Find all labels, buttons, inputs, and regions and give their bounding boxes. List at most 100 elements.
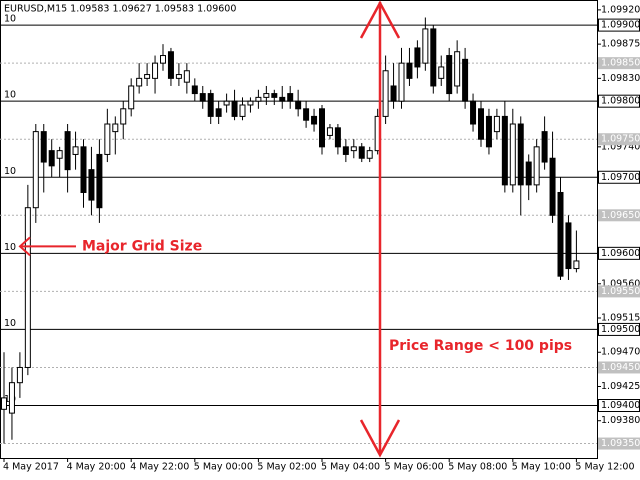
grid-size-label: 10 <box>4 90 16 101</box>
candle-body <box>16 366 23 384</box>
grid-size-label: 10 <box>4 166 16 177</box>
candle-body <box>263 93 270 98</box>
candle-body <box>493 115 500 133</box>
candle-body <box>167 51 174 79</box>
candle-body <box>414 47 421 68</box>
candle-body <box>478 108 484 140</box>
candle-body <box>160 55 166 64</box>
candle-body <box>358 146 365 159</box>
y-tick-label: 1.09470 <box>601 347 640 358</box>
candle-body <box>430 28 437 87</box>
range-arrowhead-bottom <box>359 419 401 458</box>
annotation: Price Range < 100 pips <box>389 338 572 354</box>
candle-body <box>279 96 286 102</box>
candle-body <box>207 93 214 117</box>
x-tick-label: 4 May 20:00 <box>67 462 126 473</box>
candle-body <box>96 153 103 209</box>
candle-body <box>342 146 349 155</box>
candle-body <box>485 115 492 148</box>
minor-level-box <box>598 361 640 374</box>
y-tick-label: 1.09920 <box>601 4 640 15</box>
candle-body <box>215 108 222 117</box>
candle-body <box>303 108 310 121</box>
x-tick-label: 5 May 02:00 <box>257 462 316 473</box>
x-tick-label: 5 May 12:00 <box>575 462 634 473</box>
candle-body <box>287 93 294 102</box>
y-tick-label: 1.09515 <box>601 313 640 324</box>
candle-body <box>319 108 325 148</box>
candle-body <box>32 131 39 209</box>
major-level-label: 1.09800 <box>601 96 640 107</box>
candle-body <box>191 85 198 95</box>
minor-level-box <box>598 437 640 450</box>
minor-level-box <box>598 57 640 70</box>
minor-level-label: 1.09650 <box>601 210 640 221</box>
candle-body <box>509 123 516 186</box>
candle-body <box>311 115 318 125</box>
candle-body <box>390 85 397 102</box>
annotation: Major Grid Size <box>82 238 202 254</box>
grid-size-label: 10 <box>4 242 16 253</box>
candle-body <box>239 104 246 117</box>
candle-body <box>438 66 445 79</box>
candle-body <box>470 100 477 125</box>
candle-body <box>199 93 206 102</box>
candle-body <box>255 96 262 102</box>
major-level-label: 1.09500 <box>601 324 640 335</box>
candle-body <box>144 74 151 79</box>
candle-body <box>88 169 95 201</box>
minor-level-box <box>598 209 640 222</box>
minor-level-label: 1.09350 <box>601 438 640 449</box>
minor-level-label: 1.09850 <box>601 58 640 69</box>
candle-body <box>104 123 111 155</box>
x-tick-label: 5 May 04:00 <box>321 462 380 473</box>
candle-body <box>72 146 79 155</box>
minor-level-box <box>598 285 640 298</box>
candle-body <box>406 62 413 79</box>
major-level-label: 1.09600 <box>601 248 640 259</box>
y-tick-label: 1.09425 <box>601 381 640 392</box>
minor-level-label: 1.09550 <box>601 286 640 297</box>
grid-size-label: 10 <box>4 318 16 329</box>
candle-body <box>223 100 230 106</box>
candle-body <box>1 397 7 410</box>
candle-body <box>8 382 15 414</box>
candle-body <box>24 207 31 368</box>
major-level-label: 1.09700 <box>601 172 640 183</box>
x-tick-label: 4 May 22:00 <box>130 462 189 473</box>
candle-body <box>525 161 532 186</box>
candle-body <box>136 77 143 87</box>
annotation-arrowhead <box>18 236 31 257</box>
candle-body <box>152 62 159 79</box>
candle-body <box>112 123 119 133</box>
y-tick-label: 1.09830 <box>601 73 640 84</box>
candle-body <box>40 131 47 163</box>
x-tick-label: 4 May 2017 <box>3 462 59 473</box>
minor-level-label: 1.09750 <box>601 134 640 145</box>
candle-body <box>350 146 357 152</box>
candle-body <box>295 100 302 110</box>
y-tick-label: 1.09740 <box>601 141 640 152</box>
range-arrowhead-top <box>359 0 401 39</box>
candle-body <box>271 93 278 98</box>
candle-body <box>541 131 548 163</box>
candle-body <box>422 28 429 64</box>
x-tick-label: 5 May 06:00 <box>385 462 444 473</box>
grid-size-label: 10 <box>4 14 16 25</box>
candle-body <box>446 55 453 95</box>
chart-title: EURUSD,M15 1.09583 1.09627 1.09583 1.096… <box>4 4 236 15</box>
candle-body <box>454 51 461 87</box>
y-tick-label: 1.09560 <box>601 278 640 289</box>
candle-body <box>128 85 135 110</box>
y-tick-label: 1.09380 <box>601 415 640 426</box>
candle-body <box>517 123 524 186</box>
x-tick-label: 5 May 08:00 <box>448 462 507 473</box>
candle-body <box>48 150 55 167</box>
candle-body <box>231 100 238 117</box>
candle-body <box>501 115 508 186</box>
plot-frame <box>0 0 598 459</box>
candle-body <box>366 150 373 159</box>
candle-body <box>334 127 341 148</box>
candle-body <box>175 74 182 79</box>
